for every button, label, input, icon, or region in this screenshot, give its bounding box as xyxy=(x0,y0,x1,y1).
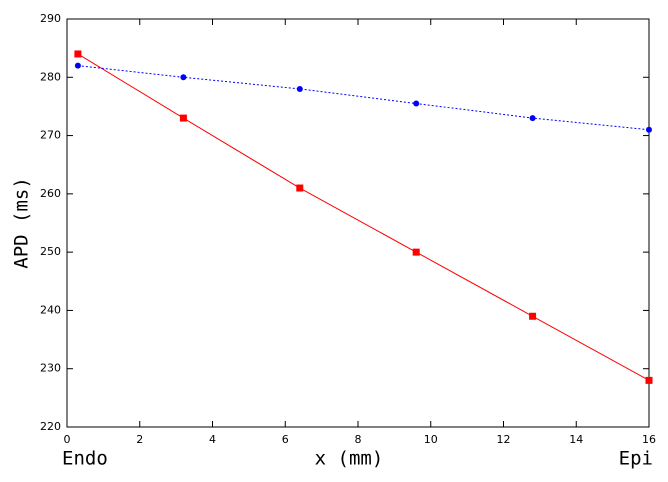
marker xyxy=(645,376,653,384)
y-tick-label: 230 xyxy=(40,362,61,375)
y-tick-label: 250 xyxy=(40,245,61,258)
y-tick-label: 270 xyxy=(40,129,61,142)
y-tick-label: 290 xyxy=(40,12,61,25)
y-tick-label: 220 xyxy=(40,420,61,433)
y-tick-label: 280 xyxy=(40,70,61,83)
series-line xyxy=(77,65,650,131)
series-line xyxy=(77,53,650,381)
y-tick-label: 240 xyxy=(40,303,61,316)
y-tick-label: 260 xyxy=(40,187,61,200)
marker xyxy=(180,74,187,81)
marker xyxy=(529,115,536,122)
x-axis-label: x (mm) xyxy=(315,448,384,470)
x-tick-label: 0 xyxy=(64,433,71,446)
x-tick-label: 6 xyxy=(282,433,289,446)
plot-frame xyxy=(66,18,650,428)
x-tick-label: 4 xyxy=(209,433,216,446)
marker xyxy=(74,50,82,58)
marker xyxy=(179,114,187,122)
marker xyxy=(296,85,303,92)
y-axis-label: APD (ms) xyxy=(11,177,33,269)
x-tick-label: 12 xyxy=(497,433,511,446)
marker xyxy=(296,184,304,192)
marker xyxy=(412,248,420,256)
endo-label: Endo xyxy=(62,448,108,470)
epi-label: Epi xyxy=(619,448,653,470)
marker xyxy=(74,62,81,69)
x-tick-label: 16 xyxy=(642,433,656,446)
marker xyxy=(529,312,537,320)
x-tick-label: 2 xyxy=(136,433,143,446)
marker xyxy=(646,126,652,133)
x-tick-label: 14 xyxy=(569,433,583,446)
x-tick-label: 8 xyxy=(355,433,362,446)
x-tick-label: 10 xyxy=(424,433,438,446)
marker xyxy=(413,100,420,107)
